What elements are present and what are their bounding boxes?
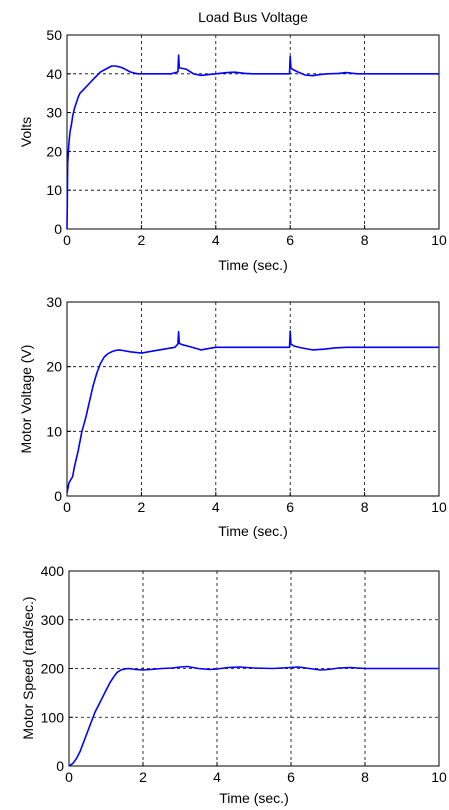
x-tick-label-4: 4	[212, 499, 220, 515]
y-tick-label-0: 0	[54, 221, 62, 237]
y-tick-label-200: 200	[41, 661, 65, 677]
x-tick-label-0: 0	[63, 232, 71, 248]
x-tick-label-4: 4	[213, 769, 221, 785]
y-tick-label-10: 10	[46, 182, 62, 198]
y-tick-label-100: 100	[41, 709, 65, 725]
series-line-load-bus-voltage	[66, 54, 439, 230]
series-line-motor-voltage	[66, 330, 439, 493]
y-axis-label: Volts	[18, 117, 34, 147]
x-axis-label: Time (sec.)	[218, 523, 287, 539]
x-axis-label: Time (sec.)	[218, 257, 287, 273]
y-tick-label-30: 30	[46, 294, 62, 310]
x-tick-label-8: 8	[361, 499, 369, 515]
x-tick-label-10: 10	[431, 499, 447, 515]
x-tick-label-6: 6	[287, 769, 295, 785]
y-tick-label-40: 40	[46, 66, 62, 82]
plot-area	[66, 301, 440, 497]
x-tick-label-2: 2	[139, 769, 147, 785]
x-tick-label-2: 2	[138, 499, 146, 515]
y-tick-label-300: 300	[41, 612, 65, 628]
tick-marks	[68, 570, 440, 767]
x-tick-label-10: 10	[431, 232, 447, 248]
x-axis-label: Time (sec.)	[219, 790, 288, 806]
y-axis-label: Motor Speed (rad/sec.)	[20, 596, 36, 739]
x-tick-labels: 0 2 4 6 8 10	[63, 232, 447, 248]
y-tick-label-400: 400	[41, 563, 65, 579]
x-tick-labels: 0 2 4 6 8 10	[65, 769, 447, 785]
y-tick-label-30: 30	[46, 105, 62, 121]
x-tick-label-2: 2	[138, 232, 146, 248]
x-tick-labels: 0 2 4 6 8 10	[63, 499, 447, 515]
x-tick-label-6: 6	[286, 232, 294, 248]
x-tick-label-8: 8	[361, 769, 369, 785]
y-tick-label-10: 10	[46, 423, 62, 439]
x-tick-label-6: 6	[286, 499, 294, 515]
x-tick-label-0: 0	[65, 769, 73, 785]
x-tick-label-8: 8	[361, 232, 369, 248]
y-tick-label-0: 0	[56, 758, 64, 774]
y-tick-label-50: 50	[46, 27, 62, 43]
y-tick-labels: 0 100 200 300 400	[41, 563, 65, 774]
x-tick-label-4: 4	[212, 232, 220, 248]
subplot-load-bus-voltage: Load Bus Voltage 0 2 4 6 8 10 0 10 20 30…	[18, 9, 447, 273]
y-tick-labels: 0 10 20 30 40 50	[46, 27, 62, 237]
series-line-motor-speed	[68, 665, 439, 767]
chart-title: Load Bus Voltage	[198, 9, 308, 25]
y-tick-label-20: 20	[46, 359, 62, 375]
y-tick-label-0: 0	[54, 488, 62, 504]
plot-area	[66, 34, 440, 230]
x-tick-label-10: 10	[431, 769, 447, 785]
y-axis-label: Motor Voltage (V)	[18, 345, 34, 454]
y-tick-labels: 0 10 20 30	[46, 294, 62, 504]
subplot-motor-speed: 0 2 4 6 8 10 0 100 200 300 400 Time (sec…	[20, 563, 447, 806]
subplot-motor-voltage: 0 2 4 6 8 10 0 10 20 30 Time (sec.) Moto…	[18, 294, 447, 539]
x-tick-label-0: 0	[63, 499, 71, 515]
y-tick-label-20: 20	[46, 143, 62, 159]
